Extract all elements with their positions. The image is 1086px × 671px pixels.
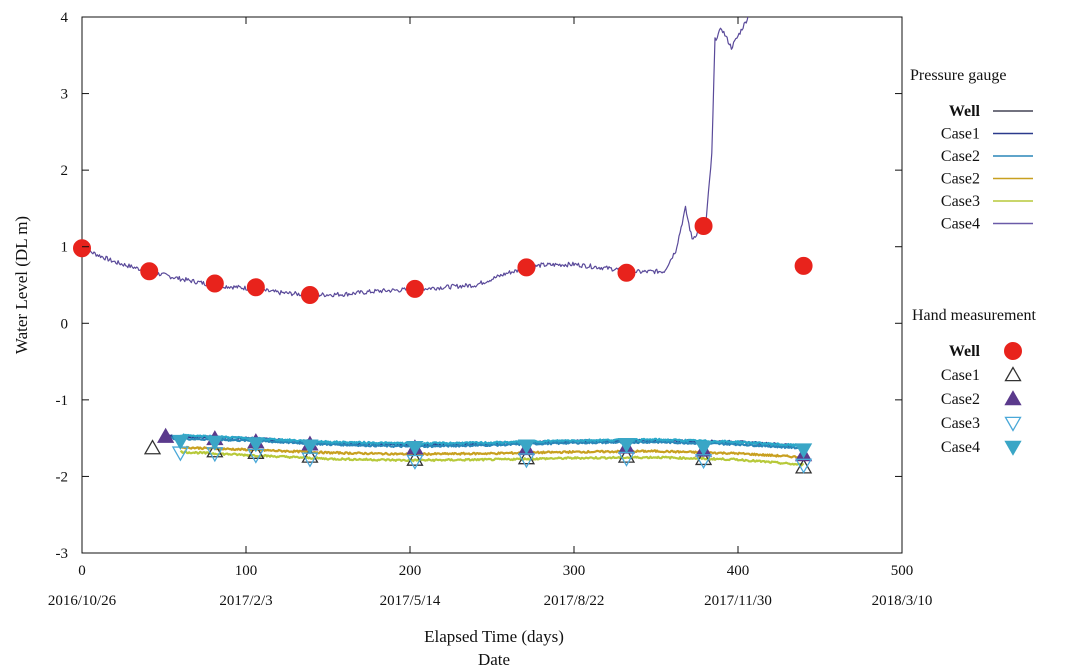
x-axis-title: Elapsed Time (days) xyxy=(424,627,564,646)
point-case1-triangle-open xyxy=(247,443,265,459)
point-case1-triangle-open xyxy=(517,449,536,465)
point-well-circle xyxy=(405,279,424,298)
y-tick-label: 1 xyxy=(61,240,69,256)
point-case1-triangle-open xyxy=(206,442,224,458)
legend: Pressure gauge Well Case1 Case2 Case2 Case3 Ca… xyxy=(910,67,1037,456)
x-tick-label: 500 xyxy=(891,563,914,579)
point-case1-triangle-open xyxy=(694,450,713,466)
x-axis-secondary-title: Date xyxy=(478,650,510,669)
point-well-circle xyxy=(205,274,224,293)
legend-marker-swatch xyxy=(1004,440,1022,456)
point-well-circle xyxy=(300,285,319,304)
legend-group-title: Hand measurement xyxy=(912,307,1037,324)
point-well-circle xyxy=(246,278,265,297)
date-tick-label: 2017/5/14 xyxy=(380,593,441,609)
legend-marker-swatch xyxy=(1004,366,1022,382)
axis-layer: -3 -2 -1 0 1 2 3 4 0 100 200 300 400 500 2016/10/26 201… xyxy=(48,10,933,609)
date-tick-label: 2018/3/10 xyxy=(872,593,933,609)
point-case4-triangle-down xyxy=(206,435,224,451)
legend-label: Case1 xyxy=(941,367,980,384)
point-case1-triangle-open xyxy=(143,439,162,455)
point-case3-triangle-down-open xyxy=(301,452,319,468)
point-case4-triangle-down xyxy=(617,437,636,454)
legend-marker-swatch xyxy=(1004,416,1022,432)
legend-label: Case3 xyxy=(941,415,980,432)
marker-layer xyxy=(73,217,813,474)
point-case4-triangle-down xyxy=(171,434,190,451)
x-tick-label: 100 xyxy=(235,563,258,579)
point-case2-triangle xyxy=(157,427,175,443)
series-layer xyxy=(82,17,805,467)
y-tick-label: 2 xyxy=(61,163,69,179)
y-tick-label: -1 xyxy=(56,393,69,409)
y-tick-label: 3 xyxy=(61,87,69,103)
point-well-circle xyxy=(517,258,536,277)
date-tick-label: 2016/10/26 xyxy=(48,593,117,609)
legend-marker-swatch xyxy=(1004,390,1022,406)
point-case4-triangle-down xyxy=(517,439,536,455)
legend-label: Well xyxy=(949,343,981,360)
legend-label: Case4 xyxy=(941,216,980,233)
series-line-well xyxy=(82,17,749,298)
x-tick-label: 0 xyxy=(78,563,86,579)
x-tick-label: 300 xyxy=(563,563,586,579)
legend-label: Case3 xyxy=(941,193,980,210)
series-line-case4 xyxy=(180,433,804,448)
point-well-circle xyxy=(794,256,813,275)
legend-label: Well xyxy=(949,103,981,120)
legend-label: Case2 xyxy=(941,391,980,408)
legend-label: Case4 xyxy=(941,439,980,456)
x-tick-label: 200 xyxy=(399,563,422,579)
y-tick-label: 0 xyxy=(61,316,69,332)
legend-marker-swatch xyxy=(1004,342,1022,360)
point-case4-triangle-down xyxy=(301,439,319,455)
point-case1-triangle-open xyxy=(794,458,813,474)
point-case4-triangle-down xyxy=(406,441,424,457)
y-tick-label: -3 xyxy=(56,546,69,562)
point-case4-triangle-down xyxy=(794,443,813,459)
point-case3-triangle-down-open xyxy=(794,458,813,474)
legend-label: Case2 xyxy=(941,171,980,188)
point-case1-triangle-open xyxy=(301,447,319,463)
point-case4-triangle-down xyxy=(247,437,265,453)
y-tick-label: -2 xyxy=(56,469,69,485)
point-well-circle xyxy=(617,263,636,282)
point-case1-triangle-open xyxy=(406,450,424,466)
y-axis-title: Water Level (DL m) xyxy=(12,216,31,354)
legend-label: Case2 xyxy=(941,148,980,165)
plot-area-frame xyxy=(81,16,903,554)
date-tick-label: 2017/2/3 xyxy=(219,593,272,609)
point-well-circle xyxy=(73,239,91,258)
legend-label: Case1 xyxy=(941,126,980,143)
legend-group-title: Pressure gauge xyxy=(910,67,1006,84)
date-tick-label: 2017/11/30 xyxy=(704,593,772,609)
point-well-circle xyxy=(140,262,159,281)
date-tick-label: 2017/8/22 xyxy=(544,593,605,609)
point-case4-triangle-down xyxy=(694,441,713,457)
point-well-circle xyxy=(694,217,713,236)
y-tick-label: 4 xyxy=(61,10,69,26)
point-case1-triangle-open xyxy=(617,447,636,463)
x-tick-label: 400 xyxy=(727,563,750,579)
